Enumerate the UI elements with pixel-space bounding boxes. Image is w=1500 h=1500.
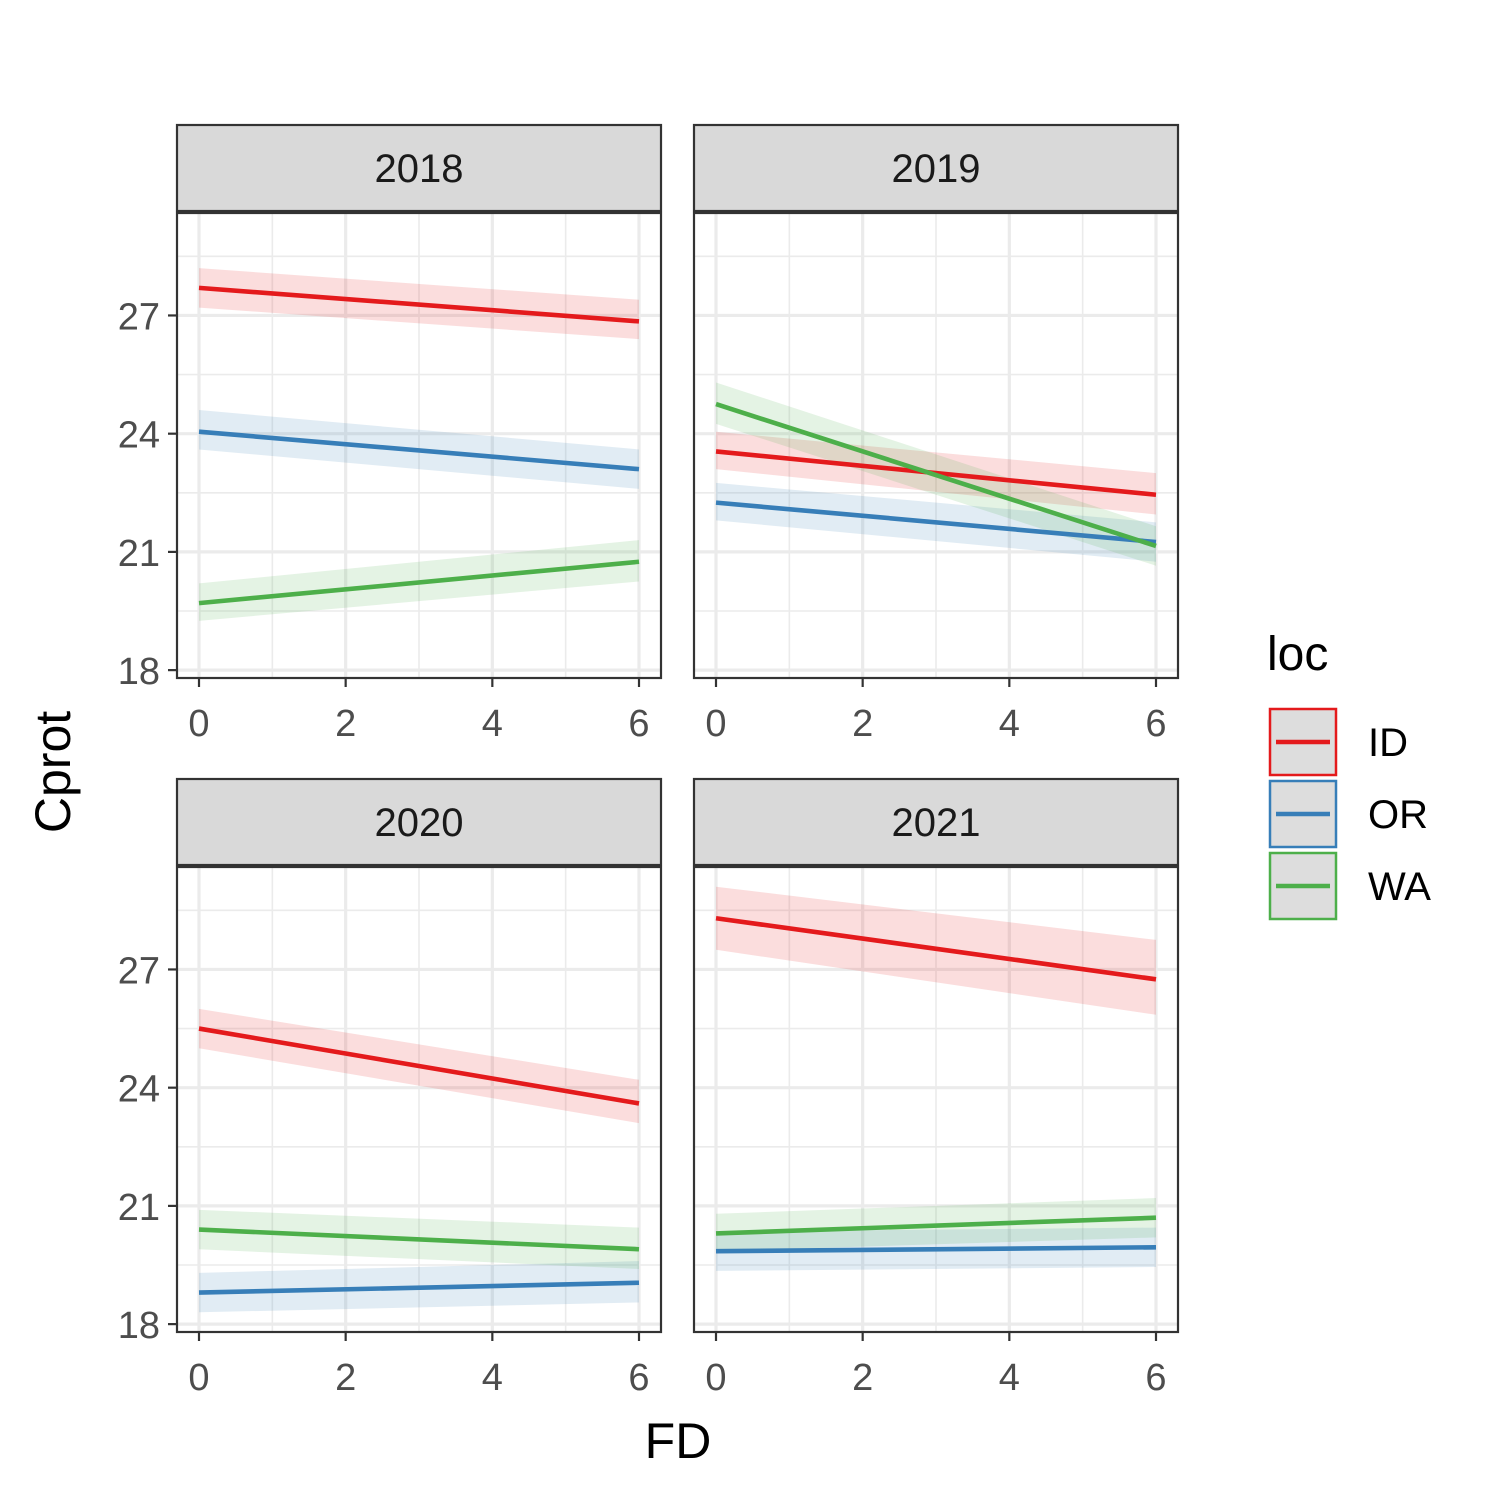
y-tick-label: 21 xyxy=(118,1187,160,1229)
facet-strip xyxy=(692,123,1180,213)
facet-label: 2019 xyxy=(892,147,981,191)
x-tick-label: 6 xyxy=(1145,703,1166,745)
x-tick-label: 6 xyxy=(1145,1357,1166,1399)
series-line-ID xyxy=(198,285,640,324)
series-line-WA xyxy=(715,1215,1157,1236)
series-line-WA xyxy=(198,559,640,606)
facet-strip xyxy=(175,123,663,213)
gridlines xyxy=(177,867,661,1332)
legend-label: WA xyxy=(1368,865,1431,909)
series-line-OR xyxy=(198,429,640,472)
series-line-OR xyxy=(198,1280,640,1295)
y-tick-label: 18 xyxy=(118,651,160,693)
legend-title: loc xyxy=(1267,628,1328,681)
facet-label: 2018 xyxy=(375,147,464,191)
gridlines xyxy=(177,213,661,678)
series-line-OR xyxy=(715,500,1157,545)
y-tick-label: 21 xyxy=(118,533,160,575)
y-tick-label: 24 xyxy=(118,1069,160,1111)
x-tick-label: 2 xyxy=(335,703,356,745)
panel-2021: 2021 0 2 4 6 xyxy=(692,777,1180,1399)
series-line-ID xyxy=(715,915,1157,982)
series-line-ID xyxy=(198,1026,640,1106)
series-line-OR xyxy=(715,1244,1157,1254)
panel-border xyxy=(692,865,1180,1334)
x-tick-label: 6 xyxy=(628,703,649,745)
x-tick-label: 0 xyxy=(705,703,726,745)
y-axis-title: Cprot xyxy=(25,711,81,833)
panel-2019: 2019 0 2 4 6 xyxy=(692,123,1180,745)
gridlines xyxy=(694,213,1178,678)
y-tick-label: 18 xyxy=(118,1305,160,1347)
x-tick-label: 0 xyxy=(188,1357,209,1399)
x-tick-label: 4 xyxy=(999,1357,1020,1399)
legend-label: OR xyxy=(1368,793,1428,837)
legend-item-WA: WA xyxy=(1268,851,1431,921)
x-tick-label: 0 xyxy=(705,1357,726,1399)
x-tick-label: 4 xyxy=(482,1357,503,1399)
x-tick-label: 2 xyxy=(335,1357,356,1399)
x-tick-label: 0 xyxy=(188,703,209,745)
legend: loc ID OR WA xyxy=(1267,628,1431,921)
facet-strip xyxy=(692,777,1180,867)
y-tick-label: 27 xyxy=(118,950,160,992)
gridlines xyxy=(694,867,1178,1332)
legend-item-OR: OR xyxy=(1268,779,1428,849)
series-line-WA xyxy=(198,1227,640,1252)
panel-border xyxy=(175,865,663,1334)
x-tick-label: 2 xyxy=(852,1357,873,1399)
y-tick-label: 27 xyxy=(118,296,160,338)
panel-border xyxy=(175,211,663,680)
x-axis-title: FD xyxy=(645,1413,712,1469)
x-tick-label: 4 xyxy=(999,703,1020,745)
series-line-WA xyxy=(715,401,1157,549)
facet-strip xyxy=(175,777,663,867)
x-tick-label: 2 xyxy=(852,703,873,745)
x-tick-label: 4 xyxy=(482,703,503,745)
legend-item-ID: ID xyxy=(1268,707,1408,777)
y-tick-label: 24 xyxy=(118,415,160,457)
panel-border xyxy=(692,211,1180,680)
x-tick-label: 6 xyxy=(628,1357,649,1399)
legend-label: ID xyxy=(1368,721,1408,765)
facet-label: 2020 xyxy=(375,801,464,845)
facet-label: 2021 xyxy=(892,801,981,845)
